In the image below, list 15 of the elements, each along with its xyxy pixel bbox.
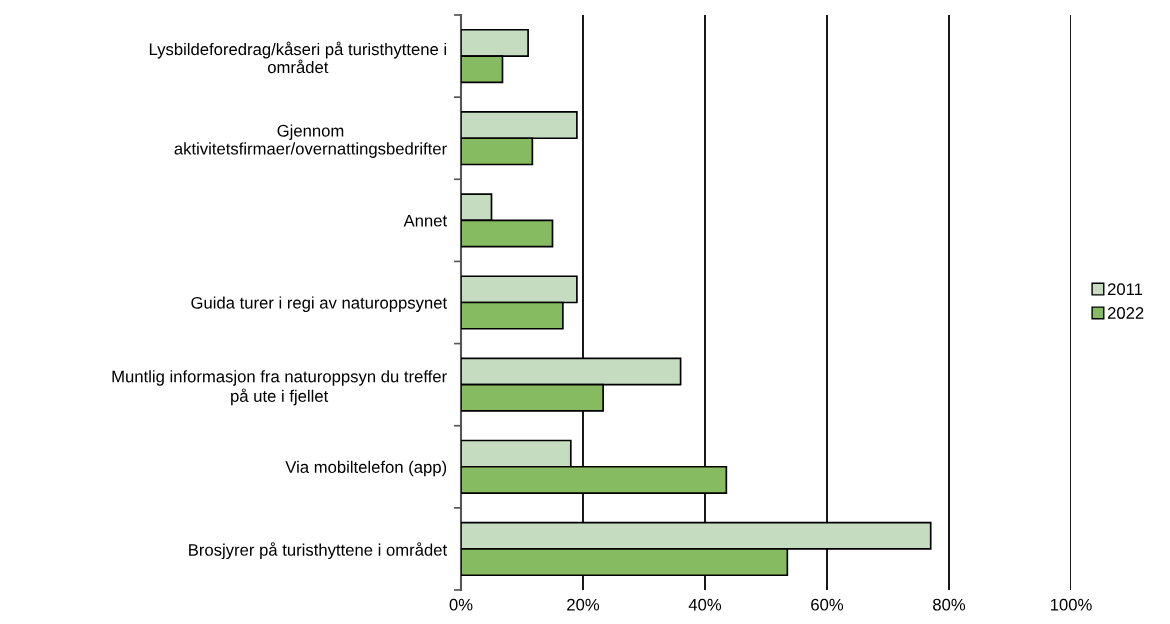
y-tick-label: Muntlig informasjon fra naturoppsyn du treffer på ute i fjellet	[112, 370, 447, 406]
y-tick-label: Via mobiltelefon (app)	[285, 460, 447, 477]
x-tick-label: 40%	[688, 598, 722, 611]
y-tick-label: Lysbildeforedrag/kåseri på turisthyttene i området	[149, 41, 447, 74]
x-tick-label: 0%	[449, 598, 473, 611]
y-tick-label: Brosjyrer på turisthyttene i området	[189, 542, 448, 560]
y-tick-label: Gjennom aktivitetsfirmaer/overnattingsbedrifter	[174, 124, 447, 158]
x-tick-label: 100%	[1050, 598, 1092, 611]
legend-label: 2011	[1107, 283, 1143, 296]
x-tick-label: 80%	[933, 598, 966, 611]
y-tick-label: Annet	[403, 214, 447, 227]
y-tick-label: Guida turer i regi av naturoppsynet	[191, 296, 448, 312]
x-tick-label: 20%	[567, 598, 600, 611]
x-tick-label: 60%	[811, 598, 844, 611]
legend-label: 2022	[1107, 307, 1144, 319]
